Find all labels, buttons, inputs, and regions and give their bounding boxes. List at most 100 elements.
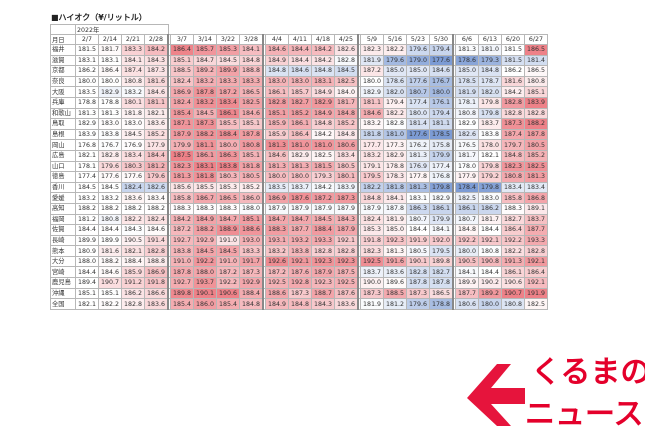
price-cell: 180.1 [121,96,145,109]
price-cell: 182.8 [383,118,407,130]
price-cell: 184.9 [311,86,335,98]
price-cell: 189.1 [524,202,548,215]
table-title: ■ハイオク（¥/リットル） [51,13,147,22]
price-cell: 183.3 [121,44,145,56]
price-cell: 178.6 [455,54,479,67]
price-cell: 179.2 [478,171,502,183]
price-cell: 181.3 [288,160,312,173]
price-cell: 182.8 [98,149,122,162]
price-cell: 182.1 [121,245,145,257]
price-cell: 184.6 [429,65,454,77]
price-cell: 177.9 [455,171,479,183]
price-cell: 186.1 [455,202,479,215]
price-cell: 176.1 [429,96,454,109]
price-cell: 177.3 [383,139,407,151]
price-cell: 181.5 [501,54,525,67]
table-row: 沖縄 185.1 185.1 186.2 186.6 189.8 190.1 190.6 188… [50,287,548,300]
price-cell: 186.1 [193,149,217,162]
price-cell: 185.4 [216,298,240,310]
price-cell: 178.8 [383,160,407,173]
price-cell: 182.2 [121,213,145,226]
price-cell: 183.4 [501,181,525,194]
price-cell: 186.8 [524,192,548,204]
price-cell: 188.3 [216,202,240,215]
price-cell: 188.2 [193,224,217,236]
price-cell: 188.9 [216,224,240,236]
price-cell: 184.7 [265,213,289,226]
price-cell: 178.1 [455,96,479,109]
price-cell: 184.9 [265,298,289,310]
price-cell: 184.4 [144,149,169,162]
price-cell: 182.9 [383,149,407,162]
price-cell: 185.7 [193,44,217,56]
price-cell: 183.1 [406,192,430,204]
price-cell: 187.8 [383,202,407,215]
price-cell: 179.7 [501,139,525,151]
price-cell: 184.9 [265,54,289,67]
price-cell: 178.7 [478,75,502,88]
price-cell: 184.6 [98,266,122,279]
price-cell: 186.0 [239,192,264,204]
price-cell: 183.3 [239,245,264,257]
price-cell: 177.6 [98,171,122,183]
price-cell: 183.0 [478,192,502,204]
price-cell: 181.9 [360,54,384,67]
price-cell: 188.3 [193,202,217,215]
price-cell: 182.2 [98,298,122,310]
price-cell: 183.4 [144,192,169,204]
price-cell: 183.9 [334,181,359,194]
price-cell: 188.0 [239,202,264,215]
table-row: 岡山 176.8 176.7 176.9 177.9 179.9 181.1 180.0 180… [50,139,548,151]
price-cell: 183.8 [288,245,312,257]
price-cell: 181.7 [455,149,479,162]
price-cell: 186.1 [265,86,289,98]
prefecture-label: 大阪 [50,86,76,98]
price-cell: 184.8 [311,118,335,130]
price-cell: 178.8 [429,298,454,310]
price-cell: 187.1 [170,118,194,130]
price-cell: 182.6 [455,128,479,141]
price-cell: 187.6 [288,266,312,279]
price-cell: 186.3 [406,202,430,215]
price-cell: 183.1 [311,75,335,88]
price-cell: 182.8 [524,245,548,257]
price-cell: 191.7 [239,255,264,268]
price-cell: 182.9 [360,86,384,98]
price-cell: 182.5 [334,75,359,88]
price-cell: 181.4 [524,54,548,67]
price-cell: 188.6 [265,287,289,300]
date-header: 4/18 [311,34,335,45]
price-cell: 181.7 [478,213,502,226]
price-cell: 185.6 [170,181,194,194]
price-cell: 184.0 [334,86,359,98]
price-cell: 188.4 [311,224,335,236]
price-cell: 187.8 [524,128,548,141]
price-cell: 187.8 [170,266,194,279]
price-cell: 178.5 [429,128,454,141]
table-row: 香川 184.5 184.5 182.4 182.6 185.6 185.5 185.3 185… [50,181,548,194]
price-cell: 182.2 [383,107,407,120]
price-cell: 181.9 [360,298,384,310]
price-cell: 176.5 [455,139,479,151]
price-cell: 185.4 [170,298,194,310]
price-cell: 180.7 [406,213,430,226]
price-cell: 184.6 [144,86,169,98]
price-cell: 180.8 [239,139,264,151]
price-cell: 186.0 [193,298,217,310]
price-cell: 184.8 [360,192,384,204]
price-cell: 185.1 [239,213,264,226]
price-cell: 183.2 [98,192,122,204]
price-cell: 192.7 [170,234,194,247]
prefecture-label: 福井 [50,44,76,56]
price-cell: 181.7 [334,96,359,109]
price-cell: 187.8 [429,277,454,289]
price-cell: 179.8 [478,107,502,120]
price-cell: 182.1 [75,298,99,310]
price-cell: 188.0 [75,255,99,268]
price-cell: 181.8 [360,128,384,141]
price-cell: 179.4 [383,96,407,109]
price-cell: 183.6 [334,298,359,310]
price-cell: 188.7 [311,287,335,300]
price-cell: 188.5 [170,65,194,77]
price-cell: 182.5 [455,192,479,204]
